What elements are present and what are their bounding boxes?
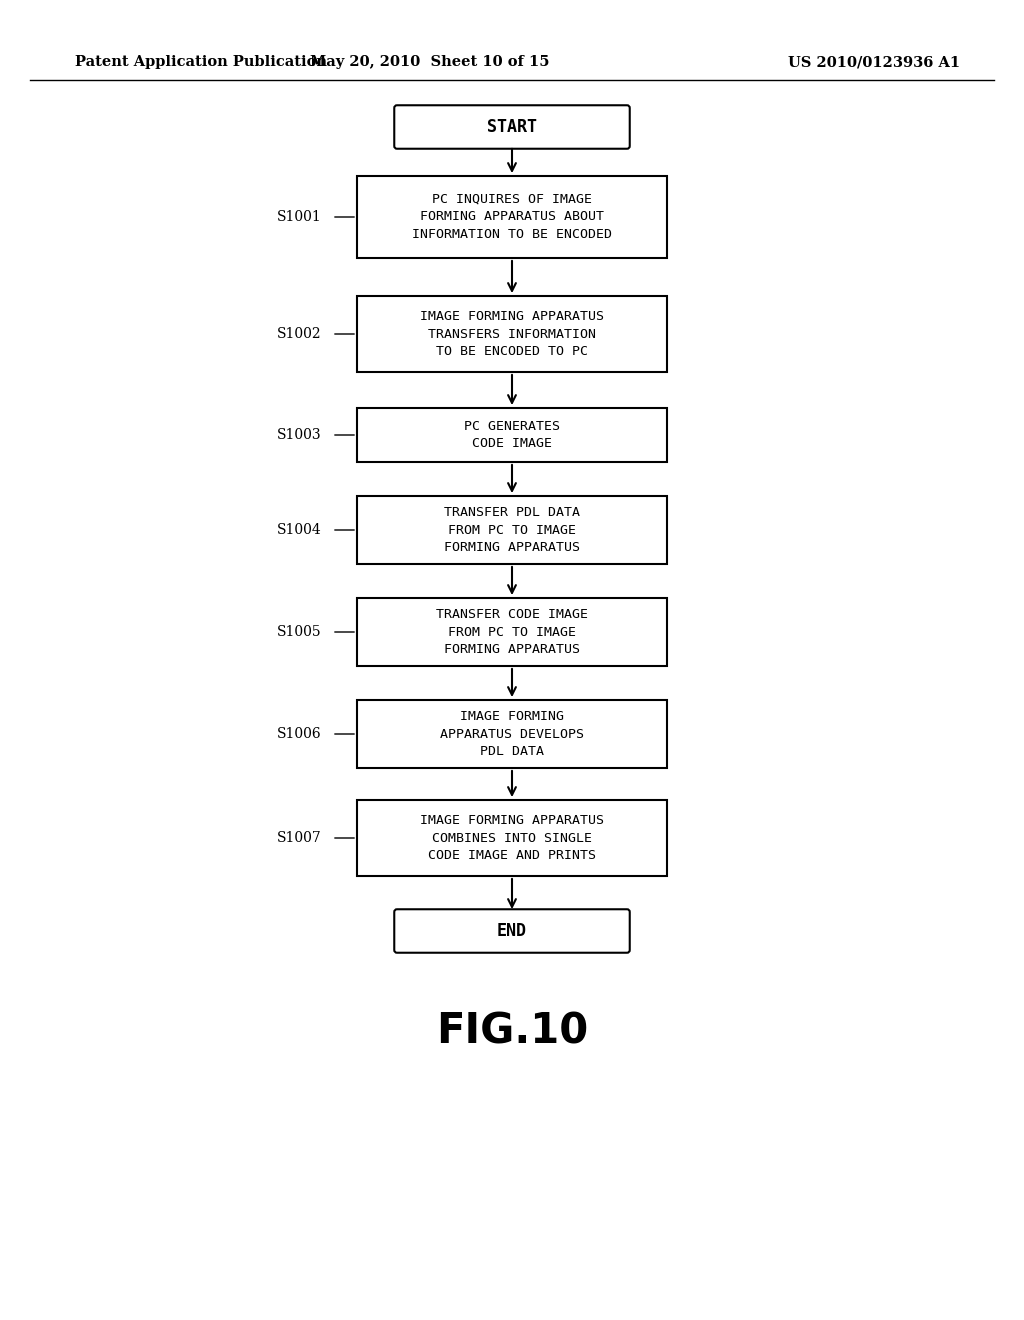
Bar: [357, 176, 667, 257]
Bar: [357, 496, 667, 564]
Bar: [357, 700, 667, 768]
Text: S1001: S1001: [278, 210, 322, 224]
Text: US 2010/0123936 A1: US 2010/0123936 A1: [787, 55, 961, 69]
Text: S1002: S1002: [278, 327, 322, 341]
Bar: [357, 296, 667, 372]
Text: S1006: S1006: [278, 727, 322, 741]
Text: S1004: S1004: [278, 523, 322, 537]
FancyBboxPatch shape: [394, 909, 630, 953]
FancyBboxPatch shape: [394, 106, 630, 149]
Text: S1007: S1007: [278, 832, 322, 845]
Bar: [357, 408, 667, 462]
Text: S1005: S1005: [278, 624, 322, 639]
Text: S1003: S1003: [278, 428, 322, 442]
Bar: [357, 800, 667, 876]
Text: FIG.10: FIG.10: [436, 1010, 588, 1052]
Text: IMAGE FORMING APPARATUS
COMBINES INTO SINGLE
CODE IMAGE AND PRINTS: IMAGE FORMING APPARATUS COMBINES INTO SI…: [420, 814, 604, 862]
Text: END: END: [497, 921, 527, 940]
Text: May 20, 2010  Sheet 10 of 15: May 20, 2010 Sheet 10 of 15: [310, 55, 550, 69]
Text: START: START: [487, 117, 537, 136]
Text: PC GENERATES
CODE IMAGE: PC GENERATES CODE IMAGE: [464, 420, 560, 450]
Text: IMAGE FORMING
APPARATUS DEVELOPS
PDL DATA: IMAGE FORMING APPARATUS DEVELOPS PDL DAT…: [440, 710, 584, 758]
Bar: [357, 598, 667, 667]
Text: Patent Application Publication: Patent Application Publication: [75, 55, 327, 69]
Text: TRANSFER PDL DATA
FROM PC TO IMAGE
FORMING APPARATUS: TRANSFER PDL DATA FROM PC TO IMAGE FORMI…: [444, 506, 580, 554]
Text: IMAGE FORMING APPARATUS
TRANSFERS INFORMATION
TO BE ENCODED TO PC: IMAGE FORMING APPARATUS TRANSFERS INFORM…: [420, 310, 604, 358]
Text: TRANSFER CODE IMAGE
FROM PC TO IMAGE
FORMING APPARATUS: TRANSFER CODE IMAGE FROM PC TO IMAGE FOR…: [436, 609, 588, 656]
Text: PC INQUIRES OF IMAGE
FORMING APPARATUS ABOUT
INFORMATION TO BE ENCODED: PC INQUIRES OF IMAGE FORMING APPARATUS A…: [412, 193, 612, 242]
